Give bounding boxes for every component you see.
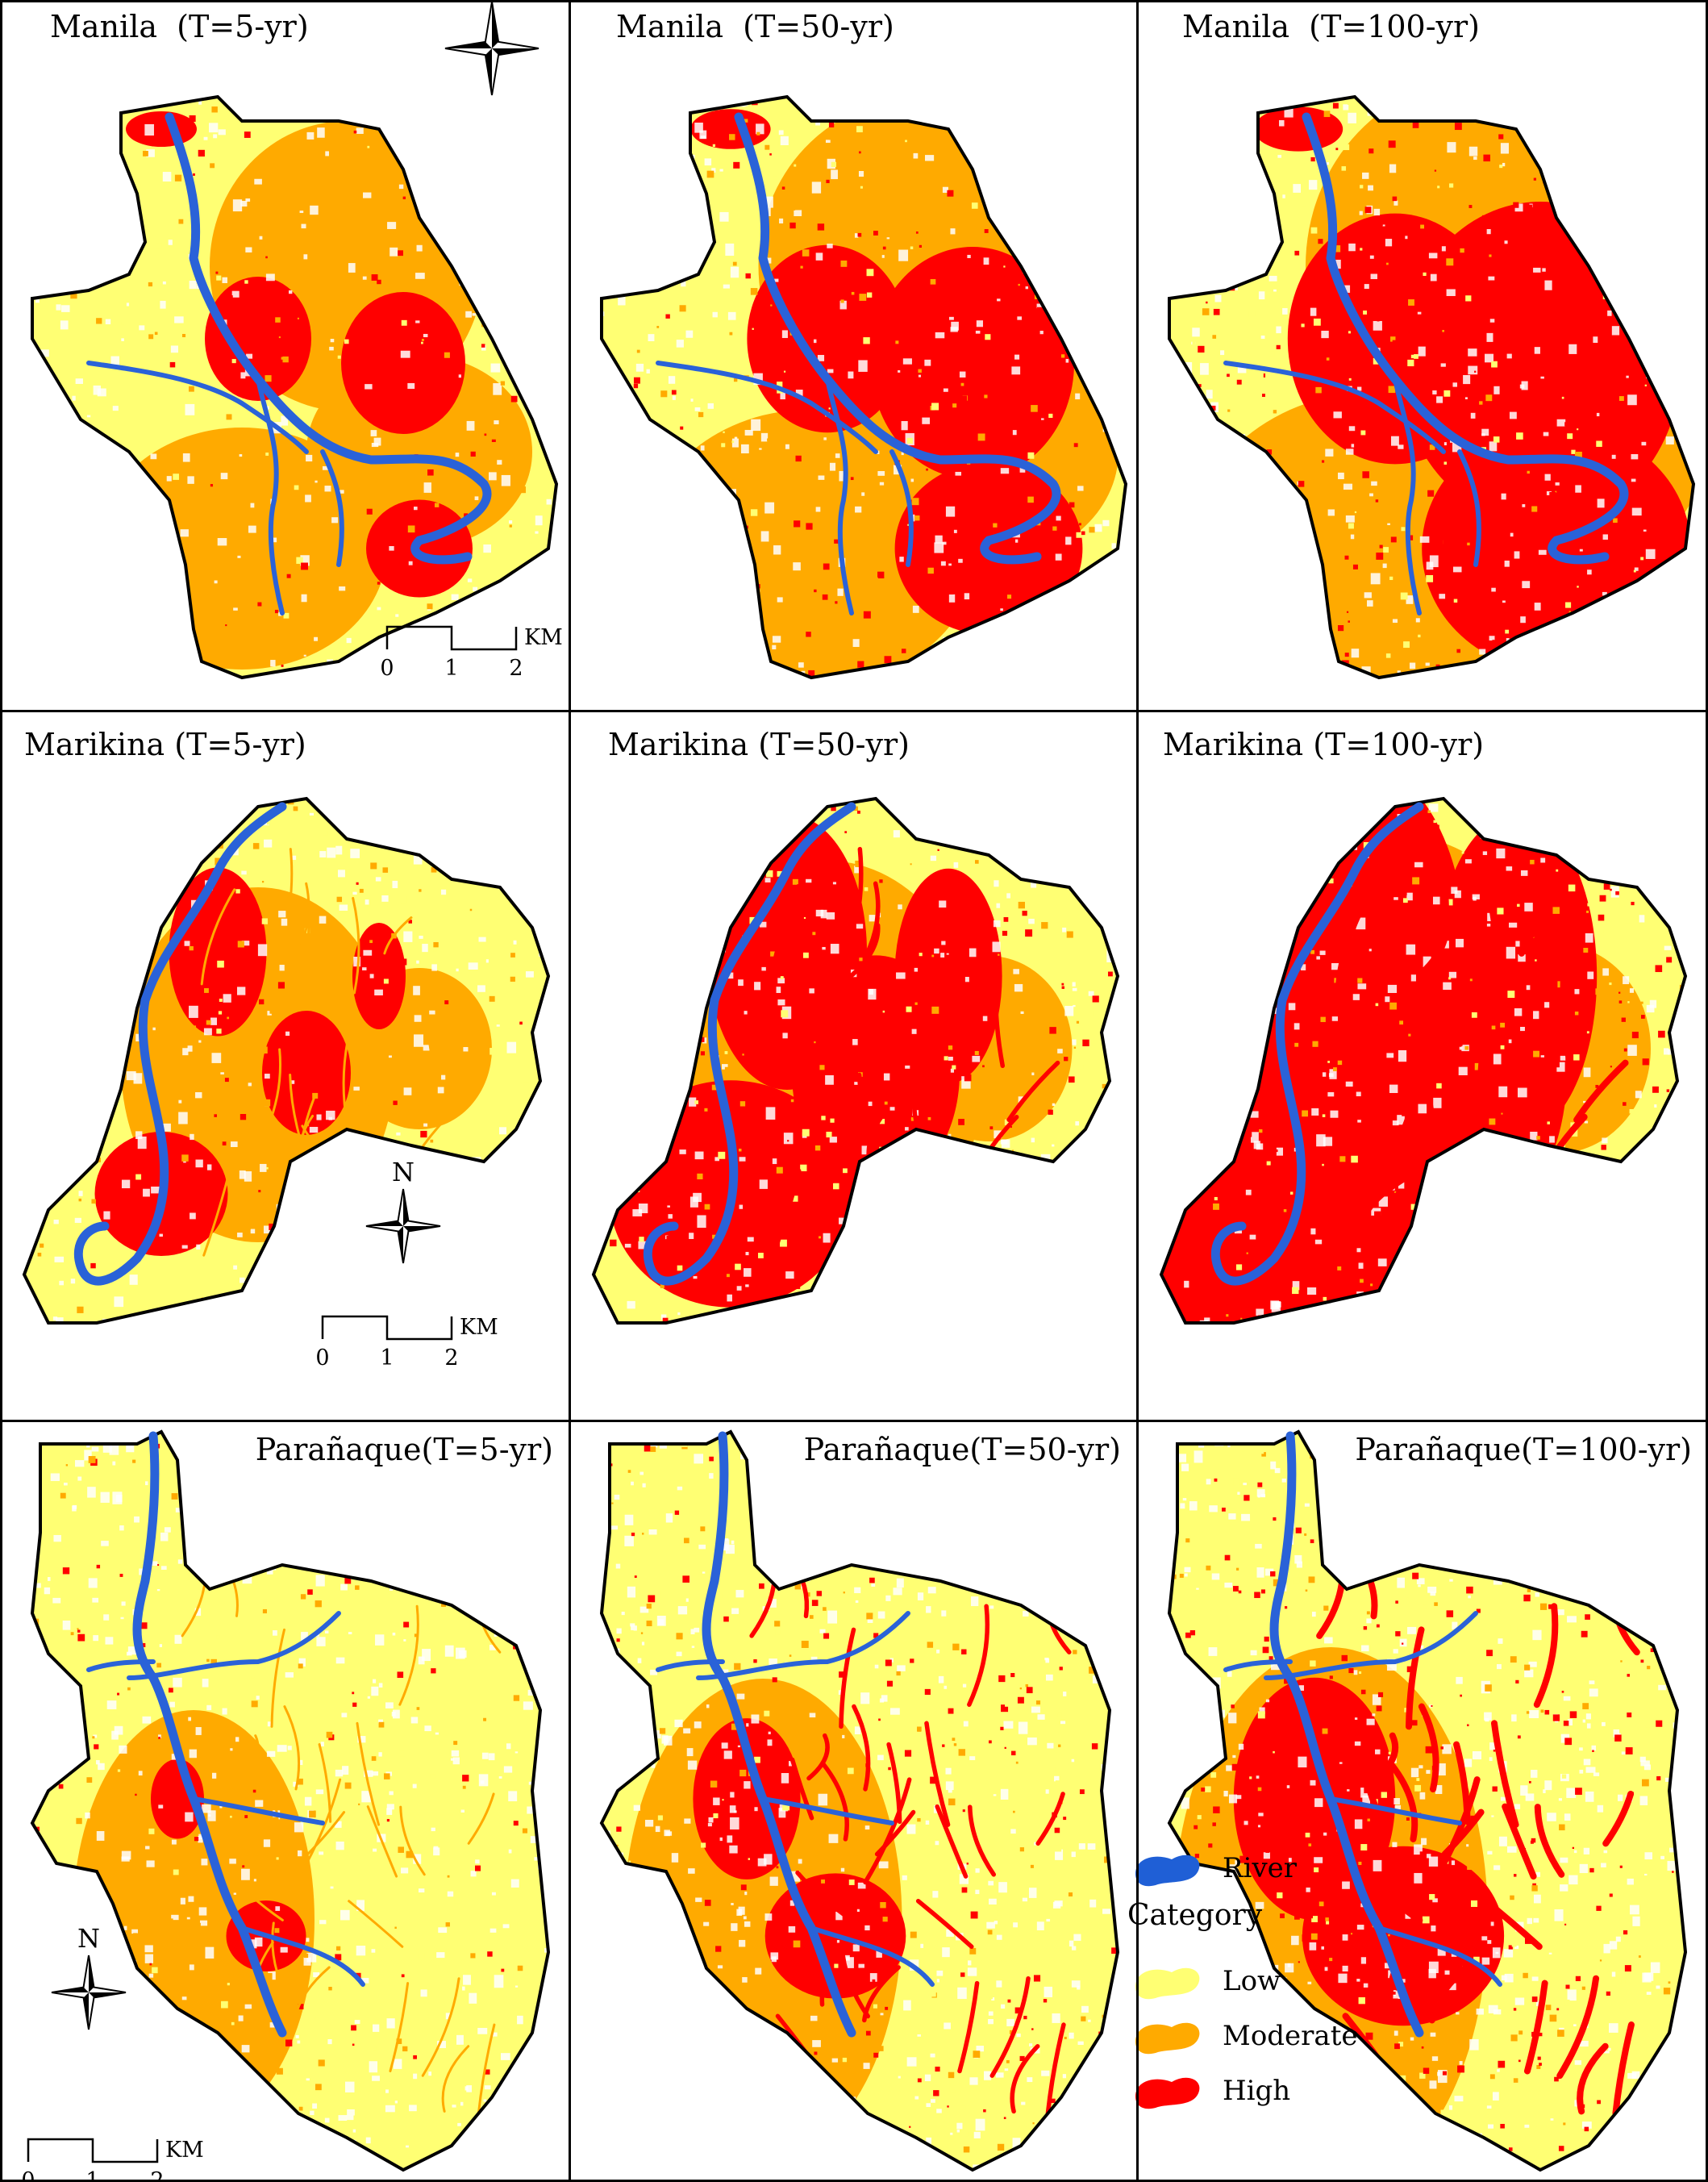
map-panel-manila-t=100-yr: Manila (T=100-yr) — [1137, 0, 1708, 710]
map-panel-title: Parañaque(T=50-yr) — [803, 1432, 1121, 1467]
high-hazard-zone — [262, 1011, 351, 1135]
low-swatch-icon — [1135, 1967, 1200, 2000]
legend-low-label: Low — [1223, 1965, 1281, 1997]
map-panel-paranaque-t=100-yr: Parañaque(T=100-yr) — [1137, 1420, 1708, 2182]
north-arrow-icon: N — [365, 1157, 441, 1264]
north-label: N — [392, 1157, 415, 1187]
flood-hazard-map — [1168, 94, 1696, 680]
scale-tick-label: 0 — [315, 1345, 329, 1371]
city-boundary — [31, 94, 559, 680]
scale-unit-label: KM — [460, 1315, 498, 1340]
flood-hazard-map: N 0 1 2KM — [31, 1, 563, 681]
high-hazard-zone — [871, 247, 1074, 479]
scale-tick-label: 2 — [150, 2168, 164, 2182]
frame-top — [0, 0, 1708, 2]
scale-tick-label: 1 — [85, 2168, 99, 2182]
scale-tick-label: 2 — [509, 656, 523, 681]
flood-hazard-map — [1167, 1429, 1688, 2172]
river-network — [1223, 1431, 1502, 2038]
map-panel-manila-t=50-yr: Manila (T=50-yr) — [569, 0, 1137, 710]
high-hazard-zone — [1253, 106, 1343, 152]
city-boundary — [30, 1429, 551, 2172]
high-hazard-zone — [1435, 814, 1598, 1138]
scale-unit-label: KM — [165, 2138, 204, 2163]
flood-hazard-map: N 0 1 2KM — [21, 1429, 551, 2182]
high-hazard-zone — [894, 868, 1002, 1084]
scale-tick-label: 1 — [380, 1345, 394, 1371]
frame-bottom — [0, 2180, 1708, 2182]
high-swatch-icon — [1135, 2077, 1200, 2109]
scale-tick-label: 0 — [380, 656, 394, 681]
high-hazard-zone — [205, 277, 311, 401]
north-label: N — [77, 1923, 100, 1954]
river-network — [86, 112, 492, 615]
flood-hazard-map: N 0 1 2KM — [22, 796, 551, 1371]
map-panel-title: Marikina (T=5-yr) — [24, 727, 306, 762]
map-panel-title: Parañaque(T=100-yr) — [1355, 1432, 1692, 1467]
map-panel-title: Parañaque(T=5-yr) — [255, 1432, 553, 1467]
row-divider — [0, 1420, 1708, 1422]
city-boundary — [1167, 1429, 1688, 2172]
scale-unit-label: KM — [524, 625, 563, 650]
scale-bar: 0 1 2KM — [21, 2138, 203, 2182]
legend-moderate-label: Moderate — [1223, 2020, 1358, 2052]
map-panel-marikina-t=100-yr: Marikina (T=100-yr) — [1137, 710, 1708, 1420]
river-network — [643, 802, 856, 1286]
city-boundary — [1168, 94, 1696, 680]
river-swatch-icon — [1135, 1854, 1200, 1887]
map-panel-marikina-t=50-yr: Marikina (T=50-yr) — [569, 710, 1137, 1420]
flood-hazard-map — [1159, 796, 1688, 1325]
frame-right — [1706, 0, 1708, 2182]
north-arrow-icon: N — [51, 1923, 127, 2030]
map-panel-paranaque-t=50-yr: Parañaque(T=50-yr) — [569, 1420, 1137, 2182]
scale-tick-label: 1 — [444, 656, 458, 681]
moderate-swatch-icon — [1135, 2022, 1200, 2055]
high-hazard-zone — [352, 923, 406, 1029]
map-panel-title: Marikina (T=50-yr) — [608, 727, 910, 762]
row-divider — [0, 710, 1708, 712]
map-panel-title: Manila (T=5-yr) — [50, 9, 309, 44]
city-boundary — [599, 1429, 1120, 2172]
scale-bar: 0 1 2KM — [315, 1315, 498, 1371]
map-legend: River Category Low Moderate High — [1127, 1843, 1434, 2182]
map-panel-title: Manila (T=50-yr) — [616, 9, 894, 44]
scale-tick-label: 2 — [444, 1345, 458, 1371]
river-network — [73, 802, 287, 1286]
high-hazard-zone — [341, 292, 465, 434]
river-network — [1210, 802, 1424, 1286]
flood-hazard-map — [591, 796, 1120, 1325]
scale-tick-label: 0 — [21, 2168, 35, 2182]
city-boundary — [22, 796, 551, 1325]
scale-bar: 0 1 2KM — [380, 625, 562, 681]
city-boundary — [1159, 796, 1688, 1325]
map-panel-manila-t=5-yr: N 0 1 2KM Manila (T=5-yr) — [0, 0, 569, 710]
map-panel-title: Marikina (T=100-yr) — [1163, 727, 1485, 762]
city-boundary — [591, 796, 1120, 1325]
flood-hazard-map — [600, 94, 1128, 680]
river-network — [656, 1431, 935, 2038]
city-boundary — [600, 94, 1128, 680]
column-divider — [1136, 0, 1139, 2182]
legend-river-label: River — [1223, 1852, 1298, 1884]
frame-left — [0, 0, 2, 2182]
river-network — [1223, 112, 1629, 615]
north-arrow-icon: N — [444, 1, 539, 96]
river-network — [656, 112, 1061, 615]
river-network — [86, 1431, 365, 2038]
legend-category-heading: Category — [1127, 1899, 1263, 1932]
map-panel-paranaque-t=5-yr: N 0 1 2 KM Parañaque(T=5-yr) — [0, 1420, 569, 2182]
high-hazard-zone — [747, 244, 908, 433]
flood-hazard-map — [599, 1429, 1120, 2172]
map-panel-marikina-t=5-yr: N 0 1 2 KM Marikina (T=5-yr) — [0, 710, 569, 1420]
column-divider — [569, 0, 571, 2182]
map-panel-title: Manila (T=100-yr) — [1182, 9, 1480, 44]
legend-high-label: High — [1223, 2075, 1291, 2107]
